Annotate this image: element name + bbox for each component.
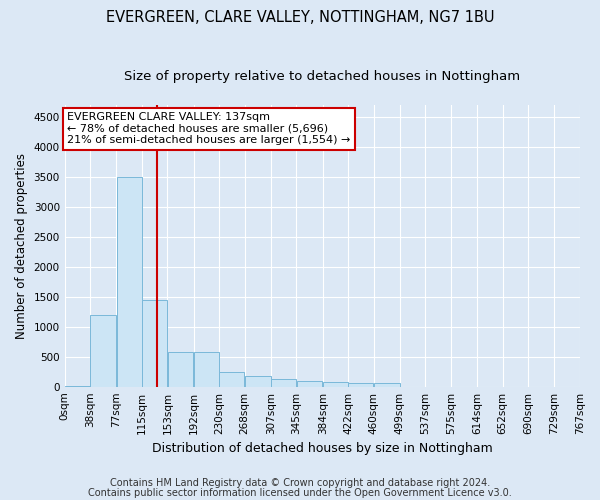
- Text: EVERGREEN, CLARE VALLEY, NOTTINGHAM, NG7 1BU: EVERGREEN, CLARE VALLEY, NOTTINGHAM, NG7…: [106, 10, 494, 25]
- Y-axis label: Number of detached properties: Number of detached properties: [15, 153, 28, 339]
- Bar: [91, 315, 116, 386]
- Text: Contains HM Land Registry data © Crown copyright and database right 2024.: Contains HM Land Registry data © Crown c…: [110, 478, 490, 488]
- Text: Contains public sector information licensed under the Open Government Licence v3: Contains public sector information licen…: [88, 488, 512, 498]
- Text: EVERGREEN CLARE VALLEY: 137sqm
← 78% of detached houses are smaller (5,696)
21% : EVERGREEN CLARE VALLEY: 137sqm ← 78% of …: [67, 112, 350, 145]
- Bar: [374, 384, 400, 386]
- Bar: [245, 376, 271, 386]
- Bar: [220, 372, 244, 386]
- Bar: [168, 352, 193, 386]
- X-axis label: Distribution of detached houses by size in Nottingham: Distribution of detached houses by size …: [152, 442, 493, 455]
- Bar: [116, 177, 142, 386]
- Bar: [297, 380, 322, 386]
- Bar: [194, 352, 219, 386]
- Bar: [271, 379, 296, 386]
- Bar: [323, 382, 348, 386]
- Bar: [142, 300, 167, 386]
- Title: Size of property relative to detached houses in Nottingham: Size of property relative to detached ho…: [124, 70, 520, 83]
- Bar: [349, 384, 373, 386]
